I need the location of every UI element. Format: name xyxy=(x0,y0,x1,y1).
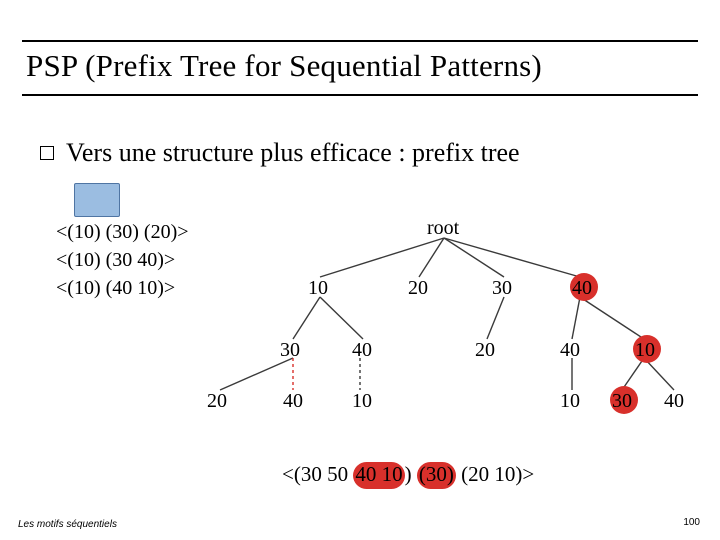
tree-node-label: 40 xyxy=(560,339,580,362)
seq-part: (20 10)> xyxy=(456,462,534,486)
tree-node-label: 20 xyxy=(475,339,495,362)
top-rule-1 xyxy=(22,40,698,42)
tree-node-label: 30 xyxy=(280,339,300,362)
page-number: 100 xyxy=(683,517,700,528)
tree-node-label: 30 xyxy=(612,390,632,413)
tree-node-label: 20 xyxy=(408,277,428,300)
seq-part-highlight: (30) xyxy=(417,462,456,487)
bottom-sequence: <(30 50 40 10) (30) (20 10)> xyxy=(282,462,534,487)
tree-node-label: 40 xyxy=(283,390,303,413)
tree-node-label: 10 xyxy=(560,390,580,413)
tree-node-label: 10 xyxy=(352,390,372,413)
tree-node-label: 20 xyxy=(207,390,227,413)
sequence-list: <(10) (30) (20)> <(10) (30 40)> <(10) (4… xyxy=(56,218,189,302)
bullet-row: Vers une structure plus efficace : prefi… xyxy=(40,138,520,168)
sequence-line: <(10) (30 40)> xyxy=(56,246,189,274)
seq-part: <(30 50 xyxy=(282,462,353,486)
highlight-box xyxy=(74,183,120,217)
page-title: PSP (Prefix Tree for Sequential Patterns… xyxy=(26,48,542,84)
tree-node-label: 40 xyxy=(664,390,684,413)
tree-node-label: 10 xyxy=(635,339,655,362)
seq-part: ) xyxy=(405,462,417,486)
tree-node-label: root xyxy=(427,217,459,240)
sequence-line: <(10) (30) (20)> xyxy=(56,218,189,246)
sequence-line: <(10) (40 10)> xyxy=(56,274,189,302)
bullet-text: Vers une structure plus efficace : prefi… xyxy=(66,138,520,168)
top-rule-2 xyxy=(22,94,698,96)
tree-node-label: 40 xyxy=(352,339,372,362)
footer-text: Les motifs séquentiels xyxy=(18,519,117,530)
tree-node-label: 30 xyxy=(492,277,512,300)
tree-node-label: 40 xyxy=(572,277,592,300)
tree-node-label: 10 xyxy=(308,277,328,300)
seq-part-highlight: 40 10 xyxy=(353,462,404,487)
bullet-marker xyxy=(40,146,54,160)
